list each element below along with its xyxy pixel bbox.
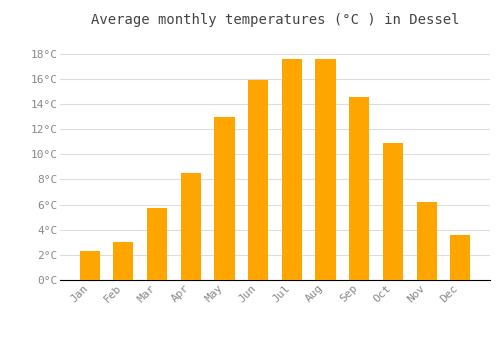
Bar — [80, 251, 100, 280]
Bar — [316, 59, 336, 280]
Bar — [282, 59, 302, 280]
Title: Average monthly temperatures (°C ) in Dessel: Average monthly temperatures (°C ) in De… — [91, 13, 459, 27]
Bar — [416, 202, 437, 280]
Bar — [248, 80, 268, 280]
Bar — [180, 173, 201, 280]
Bar — [214, 117, 234, 280]
Bar — [113, 242, 134, 280]
Bar — [147, 208, 167, 280]
Bar — [349, 97, 370, 280]
Bar — [383, 143, 403, 280]
Bar — [450, 235, 470, 280]
